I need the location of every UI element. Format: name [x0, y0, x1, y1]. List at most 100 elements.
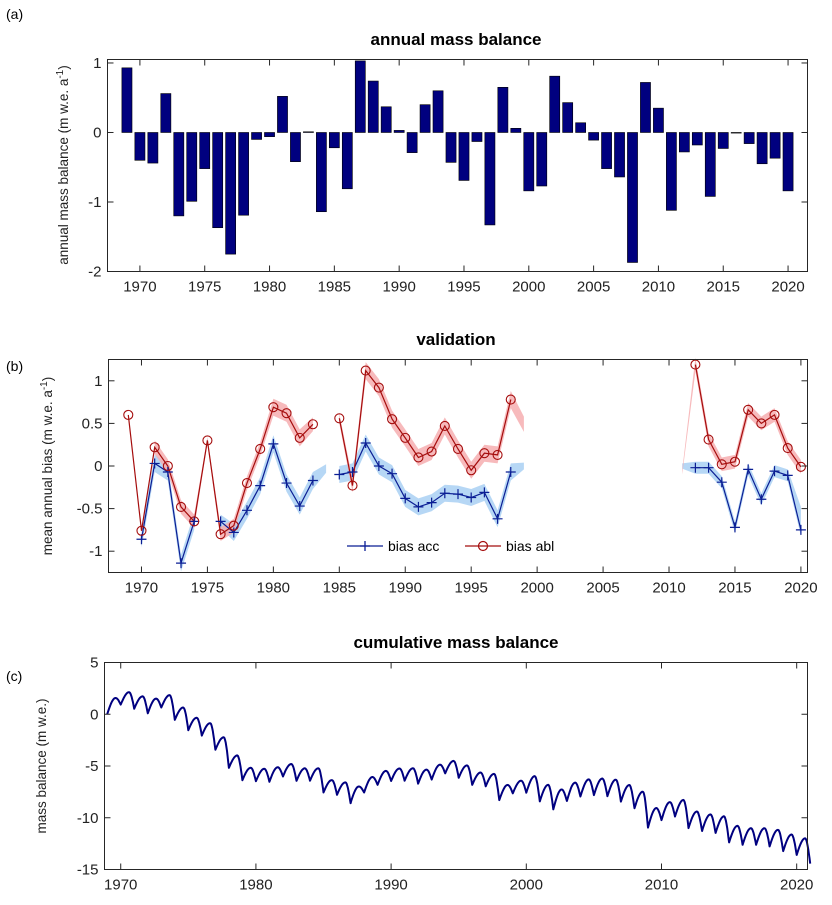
abl-point-1994 [452, 443, 464, 455]
bar-2010 [653, 107, 664, 133]
legend-abl-marker [477, 540, 489, 552]
bar-1986 [341, 132, 353, 190]
bar-1969 [121, 67, 133, 133]
abl-point-1988 [373, 382, 384, 393]
bar-1979 [251, 132, 262, 140]
bar-1995 [458, 132, 470, 181]
abl-point-2013 [703, 434, 714, 445]
acc-point-1991 [413, 501, 424, 512]
cumulative-series [106, 691, 812, 864]
panel-c-label: (c) [6, 668, 22, 684]
x-tick-label: 1985 [323, 580, 356, 597]
abl-point-1986 [347, 480, 358, 491]
abl-band-0 [154, 398, 313, 541]
abl-point-1998 [505, 394, 516, 405]
acc-point-1997 [492, 513, 503, 524]
y-tick-label: -15 [77, 862, 99, 879]
abl-point-1973 [175, 501, 187, 512]
acc-point-1974 [189, 516, 200, 527]
abl-point-2014 [716, 459, 727, 470]
bar-1991 [406, 132, 418, 153]
bar-1985 [328, 132, 340, 149]
acc-point-1972 [162, 466, 173, 477]
abl-point-1997 [492, 449, 503, 460]
abl-point-1977 [228, 520, 239, 531]
x-tick-label: 2020 [771, 279, 804, 296]
y-tick-label: 1 [93, 55, 101, 72]
abl-point-1989 [387, 414, 398, 425]
abl-band-1 [339, 362, 524, 493]
panel-b-validation: (b) validation mean annual bias (m w.e. … [6, 330, 818, 597]
bar-2009 [640, 82, 651, 133]
bar-2004 [575, 122, 587, 133]
x-tick-label: 1975 [188, 279, 221, 296]
acc-point-1996 [479, 487, 490, 498]
y-tick-label: 0 [93, 124, 101, 141]
bar-series [121, 60, 794, 263]
bar-2015 [717, 132, 729, 149]
acc-point-1983 [307, 475, 318, 486]
bar-1971 [147, 132, 159, 164]
x-tick-label: 1970 [125, 580, 158, 597]
acc-point-1998 [505, 466, 516, 477]
x-tick-label: 2010 [652, 580, 685, 597]
abl-point-2018 [769, 409, 780, 420]
abl-point-1970 [136, 525, 147, 536]
bar-2014 [704, 132, 716, 197]
acc-point-1989 [387, 468, 398, 479]
bar-2018 [756, 132, 768, 165]
bar-1973 [173, 132, 185, 217]
y-tick-label: -1 [88, 194, 101, 211]
bar-1981 [277, 96, 288, 133]
abl-point-1969 [123, 409, 134, 420]
y-tick-label: -10 [77, 810, 99, 827]
acc-point-1985 [334, 469, 345, 480]
y-tick-label: 0 [90, 706, 98, 723]
acc-point-1987 [360, 437, 371, 448]
bar-2001 [536, 132, 548, 187]
acc-band-1 [220, 435, 327, 541]
panel-a-annual-mass-balance: (a) annual mass balance annual mass bala… [6, 6, 808, 296]
x-tick-label: 1970 [104, 877, 137, 894]
panel-c-ylabel: mass balance (m w.e.) [34, 698, 49, 833]
bar-1990 [393, 130, 405, 133]
acc-point-1977 [228, 527, 239, 538]
acc-point-1986 [347, 466, 358, 477]
panel-a-title: annual mass balance [370, 30, 541, 49]
acc-band-0 [141, 454, 195, 572]
abl-point-1991 [413, 452, 424, 463]
bar-1998 [497, 87, 509, 133]
bar-1974 [186, 132, 198, 202]
bar-1987 [354, 60, 366, 133]
bar-1980 [264, 132, 275, 137]
bar-1976 [212, 132, 224, 229]
abl-band-2 [682, 357, 801, 475]
abl-point-1980 [268, 402, 279, 413]
acc-point-1995 [466, 492, 477, 503]
bar-2011 [666, 132, 677, 211]
acc-point-2012 [690, 462, 701, 473]
abl-point-1975 [202, 435, 213, 446]
cumulative-mass-balance-line [106, 691, 812, 864]
acc-point-1981 [281, 478, 292, 489]
bar-1970 [134, 132, 146, 161]
y-tick-label: -5 [85, 758, 98, 775]
x-tick-label: 2000 [512, 279, 545, 296]
acc-point-2020 [795, 524, 806, 535]
legend-acc-label: bias acc [388, 538, 439, 554]
x-tick-label: 2005 [577, 279, 610, 296]
acc-point-2019 [782, 470, 793, 481]
y-tick-label: 5 [90, 655, 98, 672]
x-tick-label: 1990 [382, 279, 415, 296]
y-tick-label: -1 [89, 543, 102, 560]
abl-point-1979 [255, 443, 266, 455]
acc-point-1970 [136, 534, 147, 545]
legend: bias acc bias abl [342, 534, 576, 559]
x-tick-label: 2015 [718, 580, 751, 597]
abl-point-1974 [189, 516, 200, 527]
x-tick-label: 1980 [239, 877, 272, 894]
abl-point-2019 [782, 443, 793, 454]
bar-1994 [445, 132, 457, 163]
abl-point-2015 [729, 456, 741, 467]
acc-line-1 [220, 441, 314, 534]
